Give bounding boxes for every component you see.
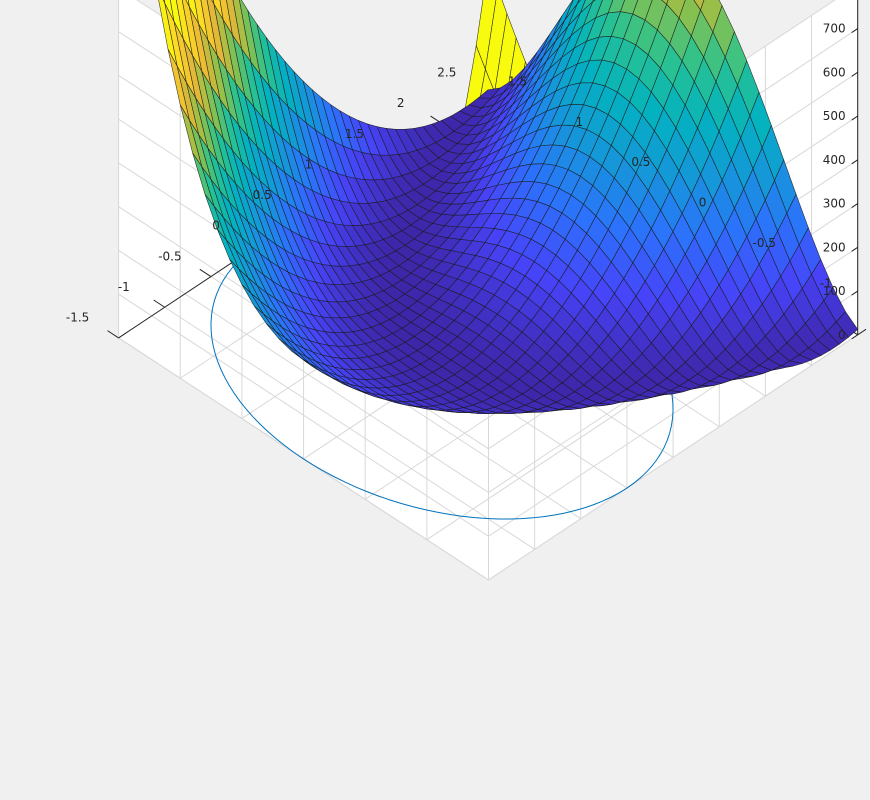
x-tick-label: 0.5 (631, 155, 650, 169)
z-tick-label: 0 (838, 328, 846, 342)
x-tick-label: 0 (699, 196, 707, 210)
z-tick-mark (851, 71, 858, 77)
surface-patch (477, 87, 501, 99)
z-tick-label: 400 (823, 153, 846, 167)
y-tick-label: 0.5 (253, 188, 272, 202)
z-tick-mark (851, 334, 858, 340)
surface-mesh (158, 0, 859, 414)
z-tick-mark (851, 246, 858, 252)
surface-patch (693, 0, 705, 11)
surface-patch (632, 0, 653, 21)
z-tick-mark (851, 28, 858, 33)
z-tick-mark (851, 290, 858, 296)
surface-patch (700, 0, 723, 33)
y-tick-label: 0 (212, 219, 220, 233)
surface-patch (200, 0, 218, 56)
y-tick-mark (153, 299, 166, 308)
x-tick-label: 1.5 (508, 75, 527, 89)
z-tick-label: 100 (823, 284, 846, 298)
x-tick-label: -0.5 (752, 236, 775, 250)
y-tick-label: -0.5 (158, 249, 181, 263)
surface-patch (666, 0, 686, 19)
y-tick-label: 1.5 (345, 127, 364, 141)
surface-patch (607, 0, 625, 14)
surface-patch (213, 0, 224, 20)
surface-patch (644, 0, 667, 31)
surface-patch (619, 0, 639, 15)
surface-patch (576, 0, 581, 4)
z-tick-mark (851, 115, 858, 121)
surface-patch (187, 0, 199, 24)
y-tick-label: 2 (397, 96, 405, 110)
y-tick-mark (199, 268, 212, 278)
z-tick-label: 200 (823, 240, 846, 254)
z-tick-label: 700 (823, 22, 846, 36)
surface-patch (176, 0, 193, 56)
y-tick-label: -1.5 (66, 311, 89, 325)
surface-patch (232, 0, 252, 63)
surface-patch (580, 0, 594, 14)
y-tick-label: 1 (305, 157, 313, 171)
surface-patch (595, 0, 614, 19)
surface-patch (661, 0, 669, 5)
surface-patch (194, 0, 209, 40)
z-tick-label: 500 (823, 109, 846, 123)
z-tick-mark (851, 159, 858, 165)
surface-patch (678, 0, 701, 37)
surface-patch (226, 0, 242, 50)
y-tick-label: 2.5 (437, 66, 456, 80)
z-tick-mark (851, 203, 858, 208)
y-tick-label: -1 (118, 280, 130, 294)
y-tick-mark (107, 330, 119, 339)
surface-patch (170, 0, 184, 39)
z-tick-label: 300 (823, 197, 846, 211)
tick-labels: -1.5-1-0.500.511.5-1.5-1-0.500.511.522.5… (66, 22, 846, 342)
x-tick-label: 1 (575, 115, 583, 129)
surface-patch (162, 0, 166, 4)
x-tick-mark (857, 328, 867, 336)
surface-patch (163, 0, 175, 22)
z-tick-label: 600 (823, 65, 846, 79)
surface-patch (564, 0, 580, 20)
surface-patch (219, 0, 233, 35)
grid-line-y (164, 306, 535, 550)
x-tick-label: -1 (820, 276, 832, 290)
